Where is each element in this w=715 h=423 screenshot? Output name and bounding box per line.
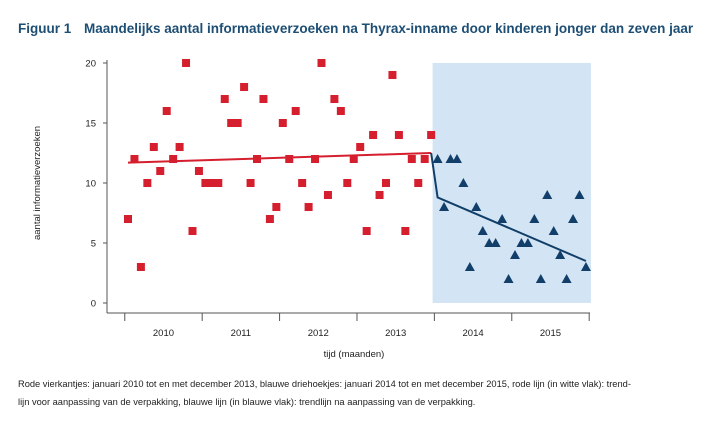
red-square-point bbox=[169, 155, 178, 163]
blue-triangle-point bbox=[580, 262, 591, 271]
red-square-point bbox=[124, 215, 132, 223]
red-square-point bbox=[394, 131, 403, 139]
red-square-point bbox=[240, 83, 249, 91]
figure-title-row: Figuur 1 Maandelijks aantal informatiever… bbox=[18, 21, 693, 36]
red-square-point bbox=[311, 155, 320, 163]
blue-triangle-point bbox=[484, 238, 495, 247]
blue-triangle-point bbox=[555, 250, 566, 259]
x-tick-label-2013: 2013 bbox=[385, 328, 406, 339]
blue-triangle-point bbox=[522, 238, 533, 247]
red-square-point bbox=[130, 155, 139, 163]
x-axis-ticks: 2010 2011 2012 2013 2014 2015 bbox=[124, 313, 590, 339]
red-square-point bbox=[233, 119, 242, 127]
red-square-point bbox=[291, 107, 300, 115]
red-square-point bbox=[427, 131, 436, 139]
red-square-point bbox=[336, 107, 345, 115]
blue-triangle-point bbox=[516, 238, 527, 247]
y-tick-label-0: 0 bbox=[91, 299, 96, 310]
blue-trendline bbox=[430, 152, 587, 262]
red-square-point bbox=[143, 179, 152, 187]
blue-triangle-point bbox=[445, 154, 456, 163]
y-tick-label-10: 10 bbox=[85, 179, 96, 190]
red-square-point bbox=[201, 179, 210, 187]
red-square-point bbox=[214, 179, 223, 187]
blue-triangle-point bbox=[510, 250, 520, 259]
caption-line-1: Rode vierkantjes: januari 2010 tot en me… bbox=[18, 379, 631, 389]
red-square-point bbox=[330, 95, 339, 103]
blue-triangle-point bbox=[529, 214, 540, 223]
y-axis-title: aantal informatieverzoeken bbox=[32, 126, 43, 240]
x-tick-label-2014: 2014 bbox=[463, 328, 484, 339]
red-square-point bbox=[407, 155, 416, 163]
red-trendline bbox=[127, 152, 432, 164]
red-square-point bbox=[285, 155, 294, 163]
red-square-point bbox=[414, 179, 423, 187]
red-square-point bbox=[278, 119, 287, 127]
x-tick-label-2012: 2012 bbox=[308, 328, 329, 339]
red-square-point bbox=[175, 143, 184, 151]
blue-triangle-point bbox=[471, 202, 482, 211]
y-tick-label-5: 5 bbox=[91, 239, 96, 250]
red-square-point bbox=[136, 263, 145, 271]
red-square-point bbox=[259, 95, 268, 103]
blue-triangle-point bbox=[574, 190, 585, 199]
red-square-point bbox=[253, 155, 261, 163]
red-square-point bbox=[182, 59, 191, 67]
red-square-point bbox=[349, 155, 358, 163]
red-square-point bbox=[265, 215, 274, 223]
blue-triangle-point bbox=[432, 154, 443, 163]
blue-triangle-point bbox=[439, 202, 450, 211]
blue-triangle-point bbox=[451, 154, 462, 163]
data-points bbox=[124, 59, 591, 283]
red-square-point bbox=[317, 59, 326, 67]
red-square-point bbox=[304, 203, 313, 211]
red-square-point bbox=[188, 227, 197, 235]
red-square-point bbox=[194, 167, 203, 175]
x-tick-label-2015: 2015 bbox=[540, 328, 561, 339]
figure-caption: Rode vierkantjes: januari 2010 tot en me… bbox=[18, 375, 698, 411]
x-tick-label-2010: 2010 bbox=[153, 328, 174, 339]
red-square-point bbox=[207, 179, 216, 187]
red-square-point bbox=[420, 155, 429, 163]
blue-triangle-point bbox=[458, 178, 469, 187]
red-square-point bbox=[388, 71, 397, 79]
scatter-chart: 0 5 10 15 20 2010 2011 2012 2013 2014 2015 aantal… bbox=[32, 59, 591, 360]
red-square-point bbox=[362, 227, 371, 235]
x-axis-title: tijd (maanden) bbox=[324, 349, 385, 360]
red-square-point bbox=[220, 95, 229, 103]
red-square-point bbox=[246, 179, 255, 187]
blue-triangle-point bbox=[561, 274, 572, 283]
blue-triangle-point bbox=[548, 226, 559, 235]
red-square-point bbox=[369, 131, 378, 139]
red-square-point bbox=[382, 179, 390, 187]
red-square-point bbox=[323, 191, 332, 199]
red-square-point bbox=[343, 179, 352, 187]
y-axis-ticks: 0 5 10 15 20 bbox=[85, 59, 107, 310]
figure-label: Figuur 1 bbox=[18, 21, 72, 36]
blue-triangle-point bbox=[497, 214, 508, 223]
figure-title: Maandelijks aantal informatieverzoeken n… bbox=[84, 21, 694, 36]
blue-triangle-point bbox=[535, 274, 546, 283]
red-square-point bbox=[156, 167, 165, 175]
shaded-period-2014-2015 bbox=[432, 63, 591, 303]
blue-triangle-point bbox=[542, 190, 553, 199]
blue-triangle-point bbox=[477, 226, 488, 235]
red-square-point bbox=[227, 119, 236, 127]
red-square-point bbox=[149, 143, 158, 151]
x-tick-label-2011: 2011 bbox=[231, 328, 251, 339]
red-square-point bbox=[356, 143, 365, 151]
red-square-point bbox=[162, 107, 171, 115]
y-tick-label-15: 15 bbox=[85, 119, 96, 130]
caption-line-2: lijn voor aanpassing van de verpakking, … bbox=[18, 397, 476, 407]
trendlines bbox=[127, 152, 587, 262]
y-tick-label-20: 20 bbox=[85, 59, 96, 70]
red-square-point bbox=[375, 191, 384, 199]
blue-triangle-point bbox=[503, 274, 514, 283]
red-square-point bbox=[272, 203, 281, 211]
red-square-point bbox=[298, 179, 307, 187]
red-square-point bbox=[401, 227, 410, 235]
blue-triangle-point bbox=[568, 214, 579, 223]
blue-triangle-point bbox=[464, 262, 475, 271]
blue-triangle-point bbox=[490, 238, 501, 247]
